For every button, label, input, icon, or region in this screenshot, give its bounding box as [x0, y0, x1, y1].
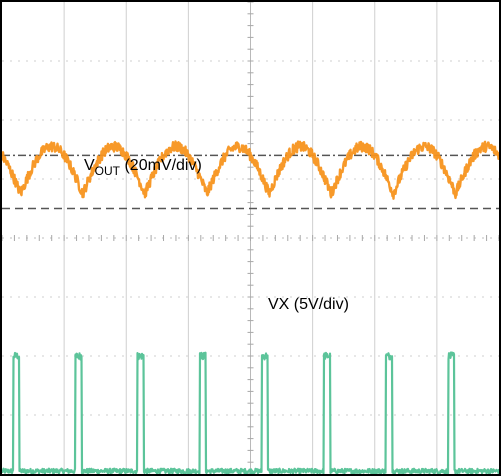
vout-trace-group — [0, 140, 501, 200]
vout-annotation-subscript: OUT — [95, 164, 121, 178]
reference-lines — [2, 154, 499, 210]
vx-trace — [0, 351, 501, 475]
vout-annotation: VOUT (20mV/div) — [84, 157, 202, 178]
vout-trace — [0, 140, 501, 200]
vx-trace-group — [0, 351, 501, 475]
vout-annotation-main: V — [84, 157, 95, 174]
vout-annotation-scale: (20mV/div) — [120, 157, 202, 174]
vx-annotation: VX (5V/div) — [268, 296, 349, 313]
